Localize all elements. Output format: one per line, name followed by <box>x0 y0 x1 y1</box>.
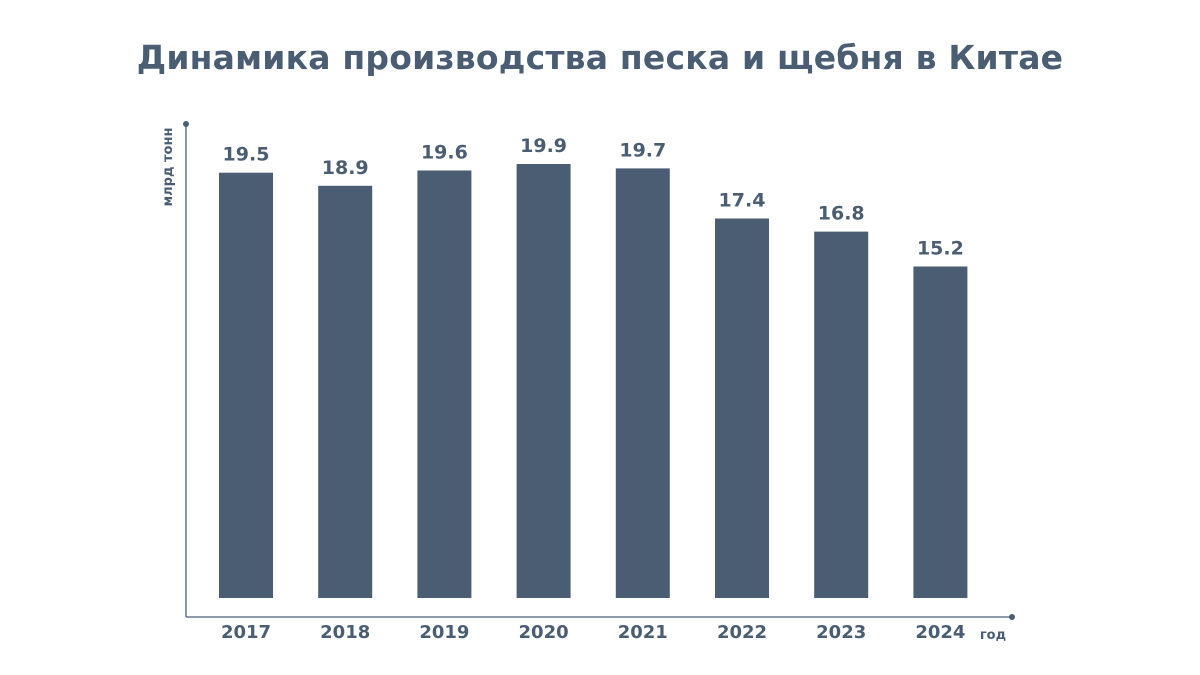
bar-2022 <box>715 218 769 598</box>
bar-2018 <box>318 185 373 599</box>
axes: млрд тонн год <box>161 121 1015 643</box>
value-label-2019: 19.6 <box>421 142 468 164</box>
x-tick-labels: 2017 2018 2019 2020 2021 2022 2023 2024 <box>221 622 966 643</box>
bar-2021 <box>615 168 670 598</box>
x-tick-label-2018: 2018 <box>320 622 370 643</box>
y-axis-title: млрд тонн <box>161 128 176 207</box>
x-tick-label-2017: 2017 <box>221 622 271 643</box>
value-label-2020: 19.9 <box>520 135 567 157</box>
x-tick-label-2024: 2024 <box>915 622 965 643</box>
x-tick-label-2019: 2019 <box>419 622 469 643</box>
x-tick-label-2021: 2021 <box>618 622 668 643</box>
value-label-2017: 19.5 <box>223 144 270 166</box>
value-label-2024: 15.2 <box>917 238 964 260</box>
bar-2024 <box>913 266 968 598</box>
value-labels: 19.5 18.9 19.6 19.9 19.7 17.4 16.8 15.2 <box>223 135 964 260</box>
bar-2020 <box>516 164 571 598</box>
x-axis-title: год <box>980 628 1006 643</box>
x-tick-label-2020: 2020 <box>519 622 569 643</box>
x-tick-label-2023: 2023 <box>816 622 866 643</box>
bar-2017 <box>219 172 273 598</box>
value-label-2021: 19.7 <box>619 139 666 161</box>
bars <box>219 164 968 599</box>
x-axis-arrow-dot <box>1009 614 1015 620</box>
value-label-2022: 17.4 <box>719 190 766 212</box>
bar-2023 <box>814 231 869 598</box>
value-label-2023: 16.8 <box>818 203 865 225</box>
value-label-2018: 18.9 <box>322 157 369 179</box>
y-axis-arrow-dot <box>183 121 189 127</box>
bar-2019 <box>417 170 472 598</box>
chart-title: Динамика производства песка и щебня в Ки… <box>136 38 1064 77</box>
x-tick-label-2022: 2022 <box>717 622 767 643</box>
